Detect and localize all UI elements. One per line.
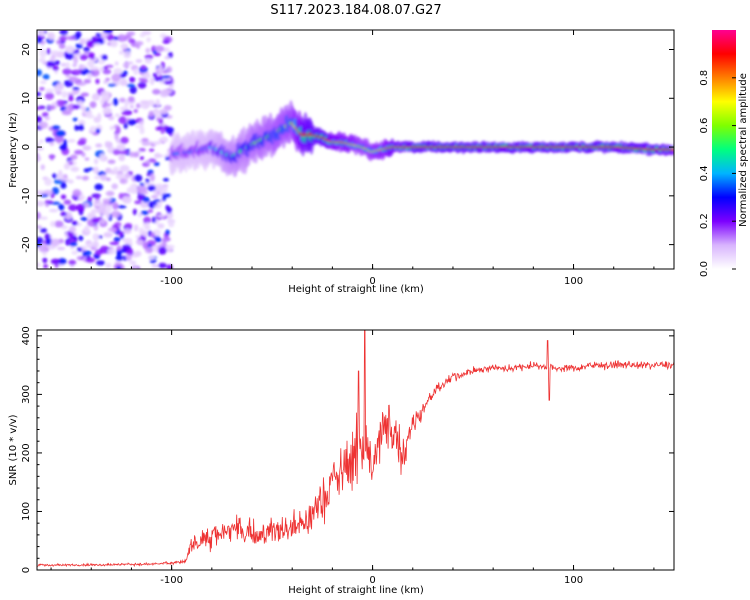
colorbar-tick-label: 0.0 (699, 261, 710, 277)
spectrogram-ytick-label: 10 (21, 92, 32, 105)
spectrogram-ytick-label: 0 (21, 144, 32, 150)
spectrogram-ytick-label: 20 (21, 43, 32, 56)
colorbar-tick-label: 0.4 (699, 165, 710, 181)
snr-frame (36, 329, 675, 571)
snr-ytick-label: 0 (21, 567, 32, 573)
spectrogram-ylabel: Frequency (Hz) (8, 112, 19, 188)
spectrogram-xlabel: Height of straight line (km) (288, 284, 424, 295)
spectrogram-ytick-label: -10 (21, 188, 32, 204)
snr-series-line (37, 330, 674, 568)
snr-xlabel: Height of straight line (km) (288, 585, 424, 596)
snr-ylabel: SNR (10 * v/v) (8, 414, 19, 485)
spectrogram-xtick-label: -100 (160, 276, 183, 287)
spectrogram-heatmap (37, 30, 674, 269)
colorbar: 0.0 0.2 0.4 0.6 0.8 Normalized spectral ampl… (699, 30, 749, 277)
colorbar-tick-label: 0.6 (699, 118, 710, 134)
snr-xtick-label: -100 (160, 575, 183, 586)
spectrogram-frame (36, 29, 675, 270)
colorbar-ticks: 0.0 0.2 0.4 0.6 0.8 (699, 70, 736, 277)
snr-xtick-label: 100 (564, 575, 583, 586)
spectrogram-xtick-label: 0 (369, 276, 375, 287)
snr-ytick-label: 200 (21, 443, 32, 462)
snr-xtick-label: 0 (369, 575, 375, 586)
colorbar-gradient (712, 30, 736, 269)
spectrogram-xtick-label: 100 (564, 276, 583, 287)
snr-axes: -100 0 100 0 100 200 300 400 (21, 326, 674, 586)
snr-ytick-label: 400 (21, 326, 32, 345)
colorbar-tick-label: 0.8 (699, 70, 710, 86)
snr-panel: -100 0 100 0 100 200 300 400 Height of straight… (8, 326, 675, 596)
snr-ytick-label: 100 (21, 502, 32, 521)
colorbar-tick-label: 0.2 (699, 213, 710, 229)
spectrogram-ytick-label: -20 (21, 236, 32, 252)
snr-ytick-label: 300 (21, 385, 32, 404)
colorbar-label: Normalized spectral amplitude (738, 73, 749, 227)
figure-title: S117.2023.184.08.07.G27 (270, 3, 441, 18)
